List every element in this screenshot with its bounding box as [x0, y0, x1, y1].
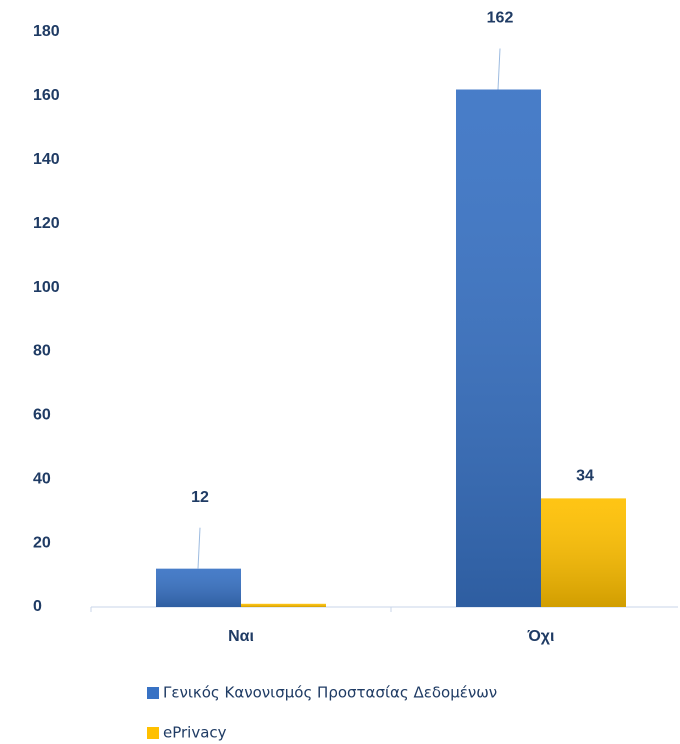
data-label: 34: [576, 468, 594, 485]
x-tick-label: Όχι: [527, 628, 555, 645]
y-tick-label: 20: [33, 534, 51, 551]
data-label: 12: [191, 489, 209, 506]
y-tick-label: 180: [33, 23, 60, 40]
y-tick-label: 40: [33, 470, 51, 487]
leader-line: [197, 527, 201, 569]
y-tick-label: 140: [33, 151, 60, 168]
y-tick-label: 120: [33, 215, 60, 232]
bar: [456, 89, 541, 607]
x-tick-label: Ναι: [228, 628, 254, 645]
legend-label: ePrivacy: [163, 724, 227, 742]
y-tick-label: 100: [33, 279, 60, 296]
y-tick-label: 160: [33, 87, 60, 104]
y-tick-label: 60: [33, 407, 51, 424]
legend-label: Γενικός Κανονισμός Προστασίας Δεδομένων: [163, 684, 497, 702]
bar: [156, 568, 241, 607]
bar: [541, 498, 626, 607]
data-label: 162: [487, 10, 514, 27]
legend-swatch: [147, 687, 159, 699]
leader-line: [497, 48, 501, 90]
y-tick-label: 0: [33, 598, 42, 615]
y-tick-label: 80: [33, 343, 51, 360]
legend-swatch: [147, 727, 159, 739]
bar: [241, 603, 326, 607]
